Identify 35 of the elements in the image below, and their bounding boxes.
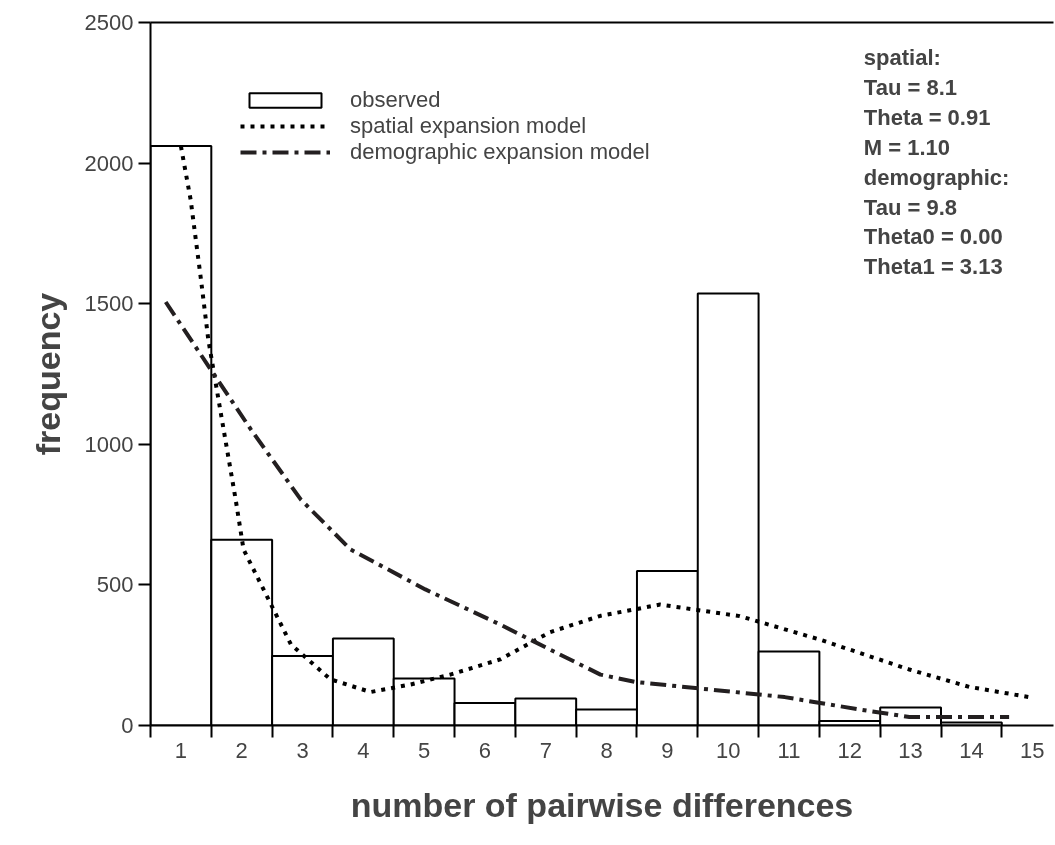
annotation: spatial: (863, 45, 941, 71)
annotation: M = 1.10 (863, 134, 951, 160)
x-tick-label: 7 (539, 737, 552, 763)
y-tick-label: 2500 (84, 10, 134, 35)
annotation: demographic: (863, 164, 1010, 190)
annotation: Theta0 = 0.00 (863, 224, 1003, 250)
legend-label: demographic expansion model (350, 139, 650, 165)
x-tick-label: 12 (837, 737, 863, 763)
y-tick-label: 2000 (84, 150, 134, 176)
annotation: Tau = 8.1 (863, 75, 958, 101)
y-tick-label: 1500 (84, 291, 134, 317)
x-tick-label: 2 (235, 737, 248, 763)
x-tick-label: 6 (478, 737, 492, 763)
x-tick-label: 9 (661, 737, 674, 763)
x-tick-label: 1 (174, 737, 188, 763)
annotation: Theta = 0.91 (863, 104, 991, 130)
line-series (163, 300, 1012, 720)
annotation: Tau = 9.8 (863, 194, 958, 220)
y-tick-label: 500 (96, 572, 134, 598)
y-tick-label: 0 (121, 713, 134, 738)
y-axis-title: frequency (28, 292, 67, 456)
x-tick-label: 14 (959, 737, 984, 763)
x-axis-title: number of pairwise differences (350, 785, 854, 824)
x-tick-label: 8 (600, 737, 613, 763)
x-tick-label: 10 (715, 737, 741, 763)
x-tick-label: 3 (296, 737, 309, 763)
x-tick-label: 13 (898, 737, 923, 763)
annotation: Theta1 = 3.13 (863, 254, 1003, 280)
x-tick-label: 5 (418, 737, 431, 763)
x-tick-label: 11 (777, 737, 801, 763)
legend-label: observed (350, 87, 441, 113)
x-tick-label: 4 (357, 737, 370, 763)
y-tick-label: 1000 (84, 431, 134, 457)
x-tick-label: 15 (1019, 737, 1045, 763)
legend-label: spatial expansion model (350, 113, 587, 139)
